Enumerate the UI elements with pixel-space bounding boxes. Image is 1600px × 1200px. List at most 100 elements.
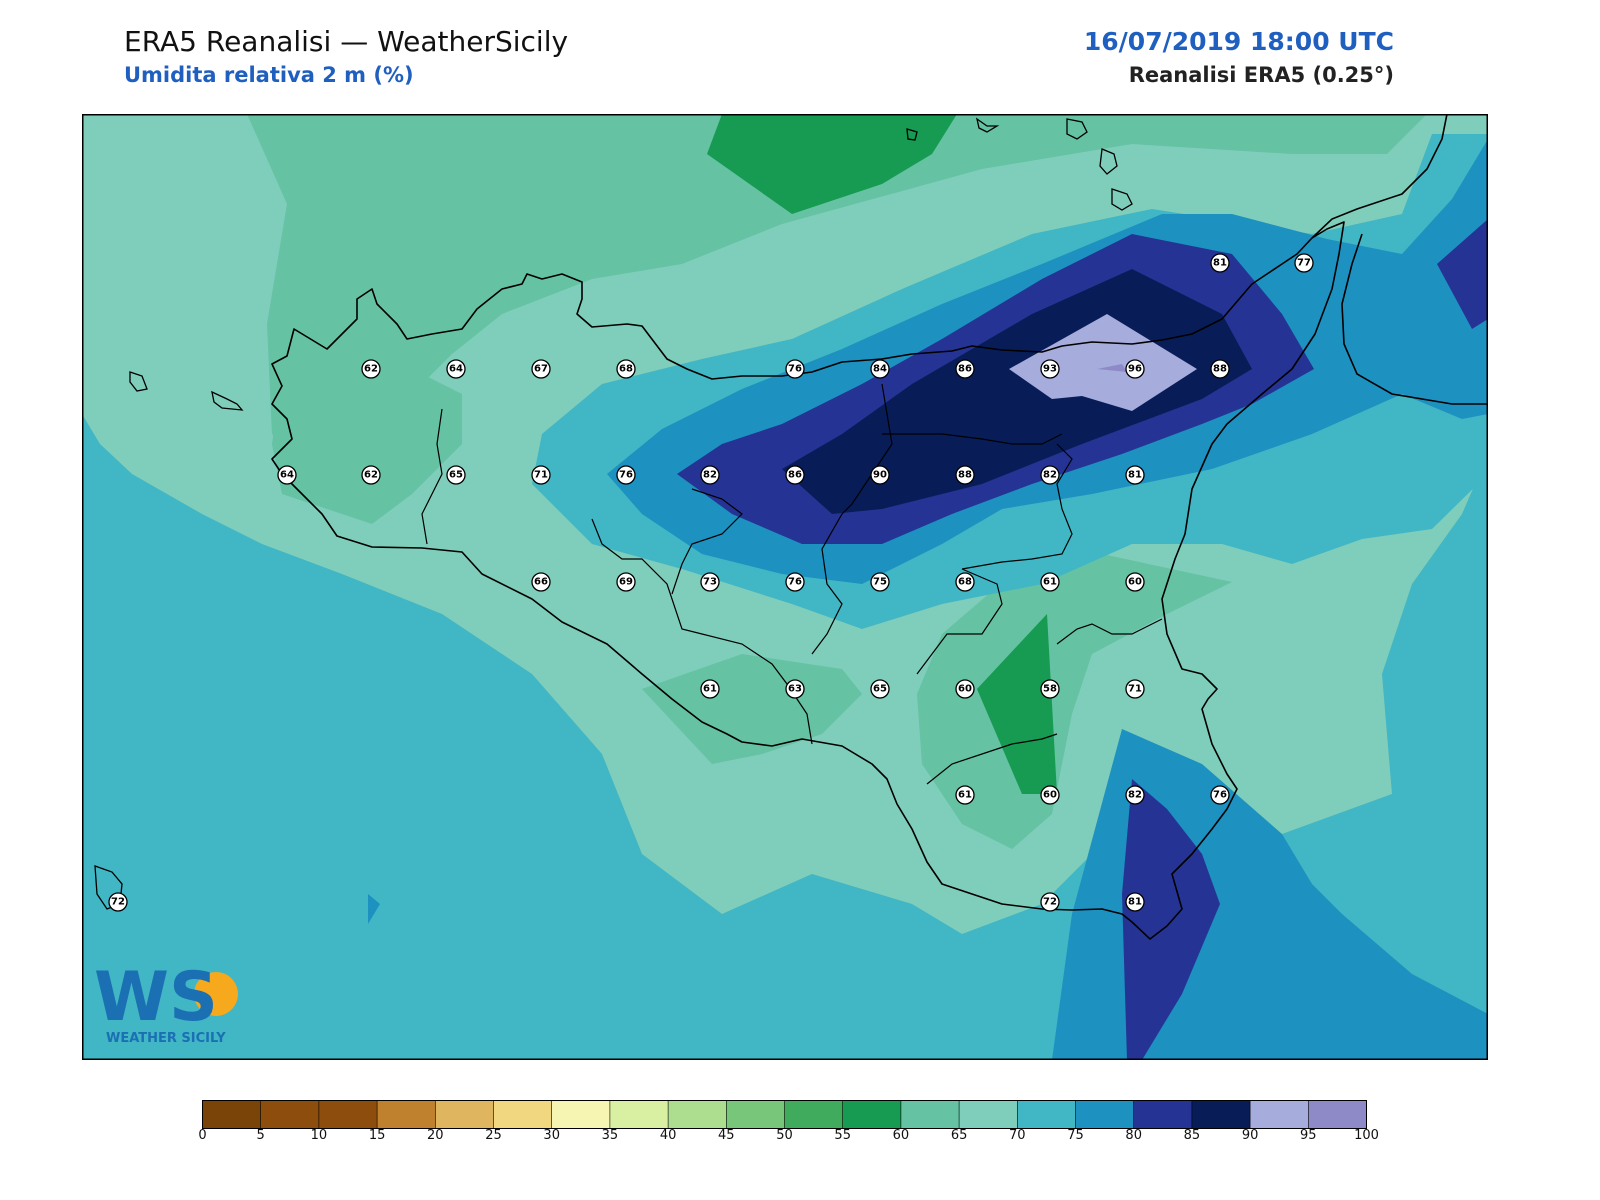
province-border-trapani-palermo xyxy=(421,408,443,545)
svg-text:82: 82 xyxy=(1128,790,1142,801)
colorbar-tick-label: 90 xyxy=(1242,1128,1259,1140)
station-label: 76 xyxy=(1210,785,1230,805)
station-labels: 62 64 67 68 76 84 86 93 96 88 81 77 64 6… xyxy=(108,253,1314,912)
svg-text:76: 76 xyxy=(1213,790,1227,801)
salina-island xyxy=(1066,118,1088,140)
province-border-messina xyxy=(882,433,1063,445)
colorbar-tick-label: 60 xyxy=(893,1128,910,1140)
colorbar-tick-label: 5 xyxy=(257,1128,265,1140)
svg-text:81: 81 xyxy=(1128,897,1142,908)
station-label: 66 xyxy=(531,572,551,592)
rh-85-90-core xyxy=(782,269,1252,514)
svg-text:61: 61 xyxy=(1043,577,1057,588)
logo-caption: WEATHER SICILY xyxy=(106,1031,226,1046)
colorbar-cell xyxy=(900,1100,960,1129)
weathersicily-logo: WS WEATHER SICILY xyxy=(94,958,238,1046)
svg-text:86: 86 xyxy=(958,364,972,375)
rh-60-65-west-area xyxy=(272,354,462,524)
station-label: 68 xyxy=(616,359,636,379)
svg-text:66: 66 xyxy=(534,577,548,588)
svg-text:69: 69 xyxy=(619,577,633,588)
station-label: 73 xyxy=(700,572,720,592)
station-label: 96 xyxy=(1125,359,1145,379)
rh-55-60-north-area xyxy=(707,114,957,214)
station-label: 64 xyxy=(277,465,297,485)
station-label: 84 xyxy=(870,359,890,379)
rh-60-65-north-area xyxy=(247,114,1427,474)
colorbar-tick-label: 95 xyxy=(1300,1128,1317,1140)
station-label: 68 xyxy=(955,572,975,592)
colorbar-tick-label: 10 xyxy=(311,1128,328,1140)
province-border-caltanissetta xyxy=(671,488,743,595)
station-label: 71 xyxy=(1125,679,1145,699)
colorbar-cell xyxy=(202,1100,262,1129)
svg-text:71: 71 xyxy=(534,470,548,481)
station-label: 61 xyxy=(1040,572,1060,592)
marettimo-island xyxy=(129,371,148,392)
svg-text:88: 88 xyxy=(1213,364,1227,375)
svg-text:90: 90 xyxy=(873,470,887,481)
station-label: 76 xyxy=(616,465,636,485)
svg-text:72: 72 xyxy=(111,897,125,908)
svg-text:93: 93 xyxy=(1043,364,1057,375)
station-label: 65 xyxy=(446,465,466,485)
colorbar-cell xyxy=(1017,1100,1076,1129)
svg-text:64: 64 xyxy=(449,364,463,375)
station-label: 76 xyxy=(785,572,805,592)
colorbar-tick-label: 15 xyxy=(369,1128,386,1140)
station-label: 81 xyxy=(1210,253,1230,273)
colorbar-cell xyxy=(668,1100,727,1129)
station-label: 60 xyxy=(955,679,975,699)
colorbar-cell xyxy=(551,1100,611,1129)
station-label: 76 xyxy=(785,359,805,379)
colorbar-cells xyxy=(202,1100,1367,1129)
station-label: 93 xyxy=(1040,359,1060,379)
colorbar-tick-label: 20 xyxy=(427,1128,444,1140)
station-label: 81 xyxy=(1125,892,1145,912)
svg-text:82: 82 xyxy=(1043,470,1057,481)
station-label: 60 xyxy=(1040,785,1060,805)
colorbar-cell xyxy=(1191,1100,1251,1129)
station-label: 61 xyxy=(700,679,720,699)
station-label: 62 xyxy=(361,465,381,485)
svg-text:82: 82 xyxy=(703,470,717,481)
station-label: 75 xyxy=(870,572,890,592)
svg-text:67: 67 xyxy=(534,364,548,375)
colorbar-cell xyxy=(260,1100,320,1129)
station-label: 69 xyxy=(616,572,636,592)
colorbar-tick-label: 70 xyxy=(1009,1128,1026,1140)
station-label: 90 xyxy=(870,465,890,485)
colorbar-cell xyxy=(1308,1100,1367,1129)
colorbar-tick-label: 85 xyxy=(1184,1128,1201,1140)
colorbar-cell xyxy=(1075,1100,1135,1129)
svg-text:75: 75 xyxy=(873,577,887,588)
svg-text:77: 77 xyxy=(1297,258,1311,269)
svg-text:60: 60 xyxy=(1128,577,1142,588)
svg-text:65: 65 xyxy=(873,684,887,695)
svg-text:71: 71 xyxy=(1128,684,1142,695)
rh-60-65-east-area xyxy=(917,554,1232,849)
svg-text:62: 62 xyxy=(364,470,378,481)
station-label: 65 xyxy=(870,679,890,699)
sicily-coastline xyxy=(271,221,1345,940)
map-frame xyxy=(82,114,1488,1060)
svg-text:58: 58 xyxy=(1043,684,1057,695)
colorbar-cell xyxy=(1133,1100,1193,1129)
colorbar-tick-label: 75 xyxy=(1067,1128,1084,1140)
province-border-catania-north xyxy=(961,443,1073,570)
colorbar-cell xyxy=(1250,1100,1309,1129)
station-label: 82 xyxy=(700,465,720,485)
colorbar-cell xyxy=(493,1100,553,1129)
logo-letters: WS xyxy=(94,958,218,1037)
sun-icon xyxy=(194,972,238,1016)
station-label: 82 xyxy=(1125,785,1145,805)
station-label: 63 xyxy=(785,679,805,699)
colorbar-cell xyxy=(726,1100,785,1129)
svg-text:76: 76 xyxy=(619,470,633,481)
colorbar-tick-label: 100 xyxy=(1354,1128,1379,1140)
colorbar-tick-label: 55 xyxy=(834,1128,851,1140)
svg-text:65: 65 xyxy=(449,470,463,481)
svg-text:61: 61 xyxy=(703,684,717,695)
colorbar-tick-label: 0 xyxy=(198,1128,206,1140)
colorbar-tick-label: 65 xyxy=(951,1128,968,1140)
